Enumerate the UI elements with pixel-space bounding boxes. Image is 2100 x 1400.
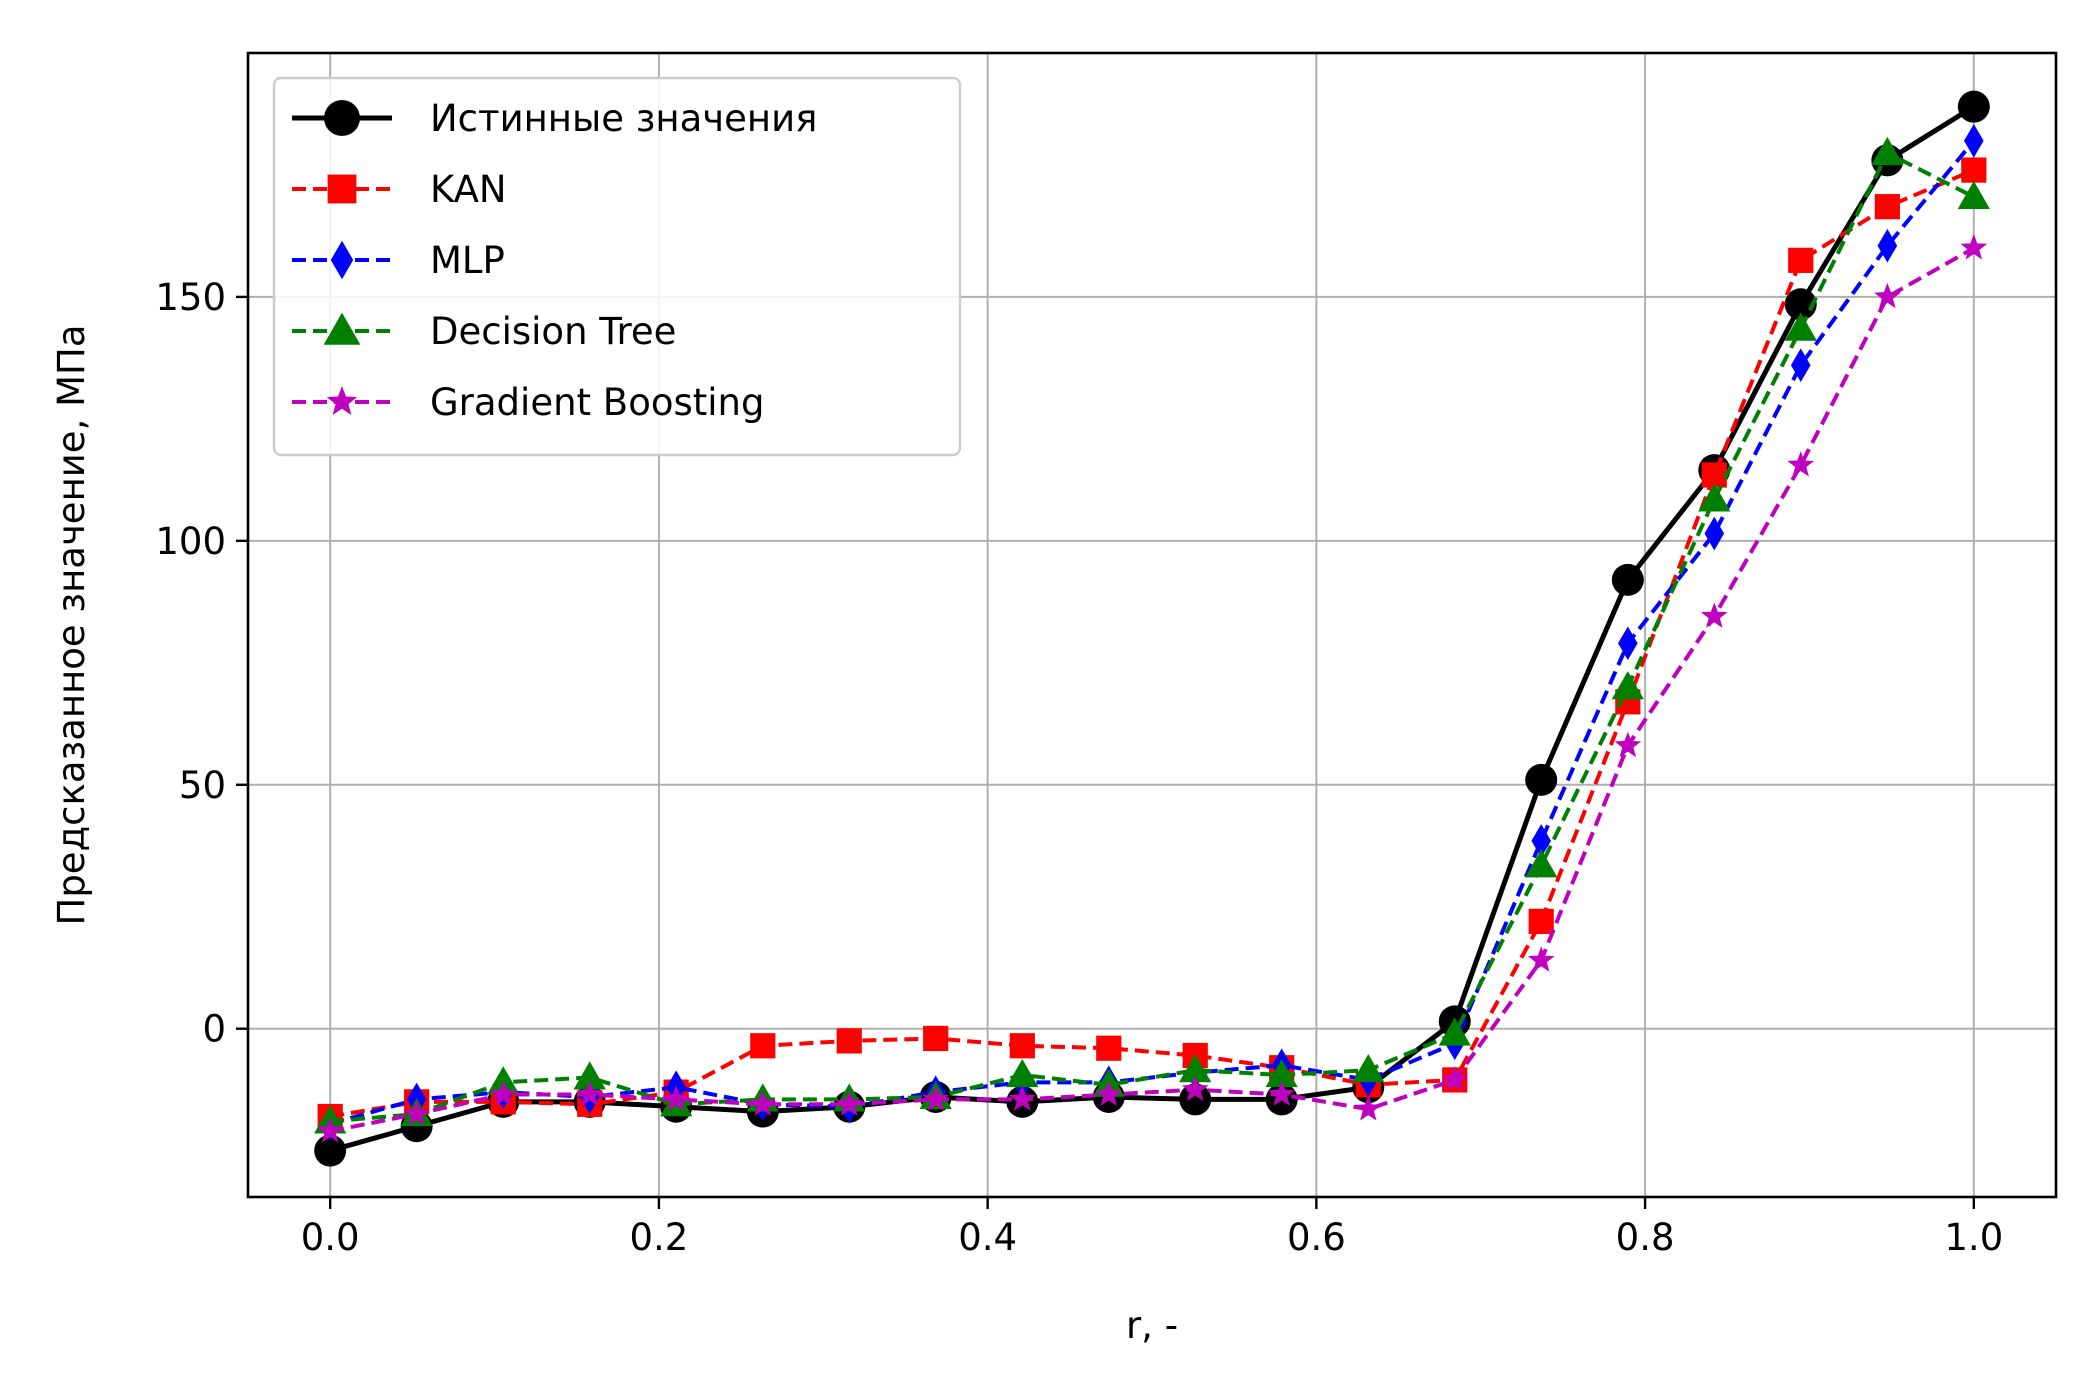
x-tick-label: 0.2: [629, 1216, 688, 1259]
data-point: [749, 1090, 777, 1116]
data-point: [1531, 824, 1552, 858]
y-tick-label: 0: [202, 1008, 226, 1051]
data-point: [1179, 1054, 1212, 1083]
y-tick-label: 150: [155, 276, 226, 319]
data-point: [573, 1061, 606, 1090]
data-point: [1960, 234, 1988, 260]
data-point: [1352, 1054, 1385, 1083]
data-point: [1704, 516, 1725, 551]
data-point: [1611, 671, 1644, 700]
data-point: [314, 1134, 347, 1167]
axis-ticks: 0.0 0.2 0.4 0.6 0.8 1.0 0 50 100 150: [155, 276, 2003, 1259]
data-point: [487, 1066, 520, 1095]
data-point: [1964, 124, 1984, 158]
x-tick-label: 0.8: [1616, 1216, 1675, 1259]
data-point: [1877, 228, 1898, 263]
legend-entry: Decision Tree: [292, 310, 676, 353]
legend-marker: [327, 174, 357, 204]
data-point: [1618, 626, 1638, 661]
data-point: [1525, 763, 1558, 796]
data-point: [1006, 1058, 1039, 1088]
data-point: [1181, 1075, 1209, 1101]
data-point: [750, 1033, 776, 1059]
x-tick-label: 1.0: [1944, 1216, 2003, 1259]
data-point: [1095, 1080, 1123, 1106]
data-point: [1525, 849, 1558, 878]
data-point: [1874, 282, 1901, 309]
data-point: [316, 1117, 344, 1143]
data-point: [1441, 1065, 1469, 1092]
x-axis-label: r, -: [1126, 1304, 1178, 1347]
y-tick-label: 100: [155, 520, 226, 563]
x-tick-label: 0.0: [301, 1216, 360, 1259]
plot-area: [314, 90, 1990, 1167]
legend-marker: [330, 240, 354, 280]
legend-box: [272, 76, 962, 457]
data-point: [1009, 1033, 1035, 1059]
legend-entry: MLP: [292, 239, 505, 282]
data-point: [923, 1025, 949, 1052]
series-line: [330, 151, 1975, 1124]
data-point: [1784, 312, 1817, 341]
legend-entry: Истинные значения: [292, 97, 817, 140]
series-line: [329, 168, 1975, 1119]
data-point: [1698, 483, 1731, 512]
x-tick-label: 0.6: [1287, 1216, 1346, 1259]
legend-label: Decision Tree: [430, 310, 676, 353]
y-axis-label: Предсказанное значение, МПа: [50, 324, 93, 925]
data-point: [1438, 1017, 1471, 1046]
data-point: [1611, 563, 1644, 596]
series-4: [316, 234, 1988, 1143]
data-point: [489, 1080, 517, 1106]
axes-frame: [246, 51, 2058, 1199]
data-point: [1790, 348, 1811, 383]
data-point: [1874, 194, 1900, 220]
legend-entry: Gradient Boosting: [292, 381, 764, 424]
data-point: [835, 1090, 863, 1116]
series-line: [329, 246, 1975, 1134]
legend-label: Gradient Boosting: [430, 381, 764, 424]
legend-marker: [326, 386, 358, 415]
legend-label: Истинные значения: [430, 97, 817, 140]
data-point: [1961, 157, 1987, 183]
data-point: [836, 1028, 862, 1054]
data-point: [1096, 1035, 1122, 1061]
grid-lines: [248, 53, 2056, 1197]
data-point: [1265, 1058, 1298, 1088]
data-point: [1009, 1085, 1036, 1111]
data-point: [1871, 136, 1904, 166]
data-point: [1700, 602, 1728, 628]
data-point: [1784, 288, 1817, 321]
legend-label: KAN: [430, 168, 507, 211]
legend-marker: [324, 100, 360, 136]
legend: Истинные значения KAN MLP Decision Tree Grad…: [272, 76, 962, 457]
legend-entry: KAN: [292, 168, 507, 211]
data-point: [1788, 247, 1814, 273]
data-point: [1614, 731, 1642, 758]
data-point: [1528, 908, 1554, 934]
data-point: [403, 1100, 430, 1126]
data-point: [1268, 1080, 1295, 1106]
x-tick-label: 0.4: [958, 1216, 1017, 1259]
data-point: [1354, 1095, 1382, 1121]
y-tick-label: 50: [179, 764, 226, 807]
data-point: [1957, 180, 1990, 209]
data-point: [576, 1080, 604, 1106]
data-point: [922, 1085, 950, 1111]
data-point: [1787, 451, 1815, 477]
legend-marker: [323, 312, 361, 345]
legend-label: MLP: [430, 239, 505, 282]
data-point: [662, 1085, 690, 1111]
data-point: [1527, 946, 1555, 972]
data-point: [1957, 90, 1990, 123]
